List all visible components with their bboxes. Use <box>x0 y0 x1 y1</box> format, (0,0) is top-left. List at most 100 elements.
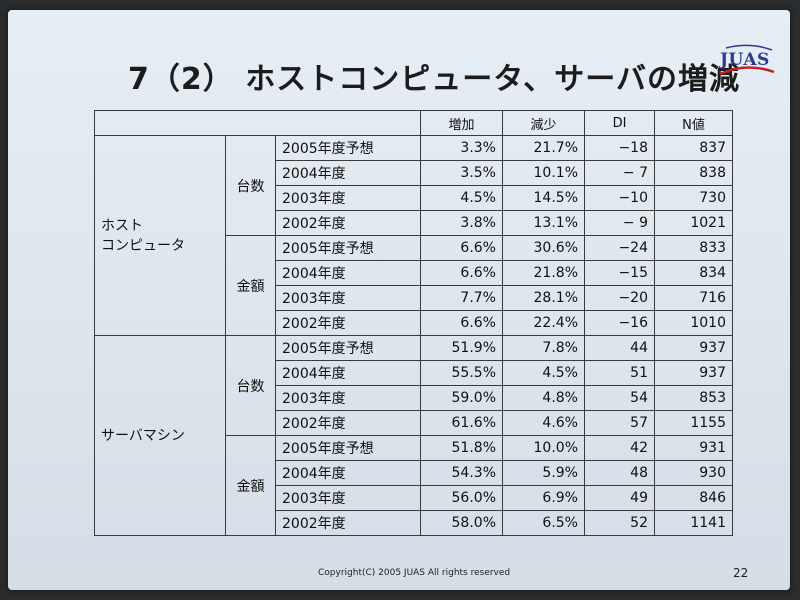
header-decrease: 減少 <box>502 110 585 136</box>
category-cell: サーバマシン <box>94 335 226 536</box>
year-cell: 2005年度予想 <box>275 435 421 461</box>
increase-cell: 3.8% <box>420 210 503 236</box>
decrease-cell: 30.6% <box>502 235 585 261</box>
category-name-line1: ホスト <box>101 217 143 234</box>
year-cell: 2005年度予想 <box>275 335 421 361</box>
n-value-cell: 1010 <box>654 310 733 336</box>
di-cell: −16 <box>584 310 655 336</box>
decrease-cell: 6.9% <box>502 485 585 511</box>
decrease-cell: 22.4% <box>502 310 585 336</box>
data-table: 増加 減少 DI N値 ホスト コンピュータ 台数 2005年度予想 3.3% 21.7%… <box>94 110 733 536</box>
slide: 7（2） ホストコンピュータ、サーバの増減 JUAS 増加 減少 DI N値 <box>8 10 790 590</box>
n-value-cell: 730 <box>654 185 733 211</box>
group-cell: 金額 <box>225 435 276 536</box>
increase-cell: 4.5% <box>420 185 503 211</box>
year-cell: 2003年度 <box>275 485 421 511</box>
increase-cell: 55.5% <box>420 360 503 386</box>
n-value-cell: 833 <box>654 235 733 261</box>
decrease-cell: 4.5% <box>502 360 585 386</box>
table-row: 2004年度 3.5% 10.1% − 7 838 <box>95 160 733 186</box>
table-row: 2004年度 55.5% 4.5% 51 937 <box>95 360 733 386</box>
n-value-cell: 853 <box>654 385 733 411</box>
year-cell: 2005年度予想 <box>275 235 421 261</box>
decrease-cell: 10.0% <box>502 435 585 461</box>
year-cell: 2005年度予想 <box>275 135 421 161</box>
group-cell: 台数 <box>225 335 276 436</box>
increase-cell: 3.3% <box>420 135 503 161</box>
decrease-cell: 28.1% <box>502 285 585 311</box>
year-cell: 2004年度 <box>275 160 421 186</box>
n-value-cell: 834 <box>654 260 733 286</box>
di-cell: −10 <box>584 185 655 211</box>
n-value-cell: 931 <box>654 435 733 461</box>
di-cell: −15 <box>584 260 655 286</box>
header-row: 増加 減少 DI N値 <box>94 110 733 136</box>
increase-cell: 7.7% <box>420 285 503 311</box>
header-increase: 増加 <box>420 110 503 136</box>
di-cell: −24 <box>584 235 655 261</box>
page-number: 22 <box>733 566 749 580</box>
n-value-cell: 930 <box>654 460 733 486</box>
di-cell: 51 <box>584 360 655 386</box>
decrease-cell: 10.1% <box>502 160 585 186</box>
table-row: サーバマシン 台数 2005年度予想 51.9% 7.8% 44 937 <box>94 335 733 536</box>
group-cell: 金額 <box>225 235 276 336</box>
year-cell: 2002年度 <box>275 310 421 336</box>
di-cell: − 7 <box>584 160 655 186</box>
header-corner <box>94 110 421 136</box>
year-cell: 2004年度 <box>275 260 421 286</box>
decrease-cell: 21.7% <box>502 135 585 161</box>
increase-cell: 51.9% <box>420 335 503 361</box>
table-row: 2002年度 6.6% 22.4% −16 1010 <box>95 310 733 336</box>
logo-swoosh-icon <box>719 44 775 76</box>
slide-title: 7（2） ホストコンピュータ、サーバの増減 <box>128 62 740 97</box>
decrease-cell: 4.8% <box>502 385 585 411</box>
table-row: 金額 2005年度予想 6.6% 30.6% −24 833 <box>95 235 733 336</box>
increase-cell: 59.0% <box>420 385 503 411</box>
table-row: 2004年度 54.3% 5.9% 48 930 <box>95 460 733 486</box>
increase-cell: 6.6% <box>420 310 503 336</box>
increase-cell: 58.0% <box>420 510 503 536</box>
n-value-cell: 846 <box>654 485 733 511</box>
n-value-cell: 838 <box>654 160 733 186</box>
decrease-cell: 13.1% <box>502 210 585 236</box>
year-cell: 2002年度 <box>275 510 421 536</box>
increase-cell: 3.5% <box>420 160 503 186</box>
n-value-cell: 937 <box>654 335 733 361</box>
header-n: N値 <box>654 110 733 136</box>
table-row: 2002年度 3.8% 13.1% − 9 1021 <box>95 210 733 236</box>
decrease-cell: 6.5% <box>502 510 585 536</box>
juas-logo: JUAS <box>716 40 778 80</box>
year-cell: 2002年度 <box>275 210 421 236</box>
category-name-line1: サーバマシン <box>101 427 185 444</box>
decrease-cell: 21.8% <box>502 260 585 286</box>
di-cell: − 9 <box>584 210 655 236</box>
di-cell: −20 <box>584 285 655 311</box>
di-cell: 49 <box>584 485 655 511</box>
n-value-cell: 937 <box>654 360 733 386</box>
n-value-cell: 1155 <box>654 410 733 436</box>
copyright-footer: Copyright(C) 2005 JUAS All rights reserv… <box>318 568 511 578</box>
table-row: ホスト コンピュータ 台数 2005年度予想 3.3% 21.7% −18 837 <box>94 135 733 336</box>
di-cell: 44 <box>584 335 655 361</box>
n-value-cell: 716 <box>654 285 733 311</box>
header-di: DI <box>584 110 655 136</box>
year-cell: 2003年度 <box>275 285 421 311</box>
di-cell: 48 <box>584 460 655 486</box>
year-cell: 2002年度 <box>275 410 421 436</box>
n-value-cell: 837 <box>654 135 733 161</box>
increase-cell: 54.3% <box>420 460 503 486</box>
decrease-cell: 4.6% <box>502 410 585 436</box>
increase-cell: 6.6% <box>420 260 503 286</box>
di-cell: −18 <box>584 135 655 161</box>
n-value-cell: 1141 <box>654 510 733 536</box>
di-cell: 57 <box>584 410 655 436</box>
category-name-line2: コンピュータ <box>101 237 185 254</box>
year-cell: 2003年度 <box>275 385 421 411</box>
logo-text: JUAS <box>720 50 770 70</box>
decrease-cell: 5.9% <box>502 460 585 486</box>
decrease-cell: 14.5% <box>502 185 585 211</box>
table-row: 2002年度 58.0% 6.5% 52 1141 <box>95 510 733 536</box>
increase-cell: 61.6% <box>420 410 503 436</box>
di-cell: 42 <box>584 435 655 461</box>
